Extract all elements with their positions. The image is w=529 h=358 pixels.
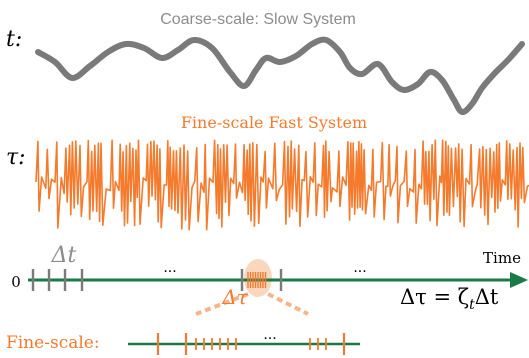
coarse-step-ticks [31,269,283,291]
fine-step-cluster [247,272,267,288]
ellipsis-right: ... [353,260,366,276]
tau-symbol: τ: [6,145,26,170]
ellipsis-fine: ... [263,327,276,343]
delta-tau-label: Δτ [221,285,248,309]
fine-step-ticks [156,333,346,355]
relation-rhs: Δt [475,285,499,309]
slow-system-signal [35,36,525,116]
relation-lhs: Δτ = ζ [400,285,469,309]
relation-formula: Δτ = ζtΔt [400,285,499,313]
delta-t-label: Δt [51,243,77,268]
t-symbol: t: [6,27,22,52]
fine-scale-label: Fine-scale: [6,333,100,353]
time-axis-arrowhead [510,272,528,288]
origin-label: 0 [11,273,21,291]
relation-subscript: t [469,297,475,313]
fast-system-signal [35,139,529,231]
zoom-line-right [267,292,309,316]
time-axis-label: Time [483,249,521,267]
ellipsis-left: ... [163,260,176,276]
fast-system-title: Fine-scale Fast System [181,113,367,132]
slow-system-title: Coarse-scale: Slow System [160,11,356,28]
